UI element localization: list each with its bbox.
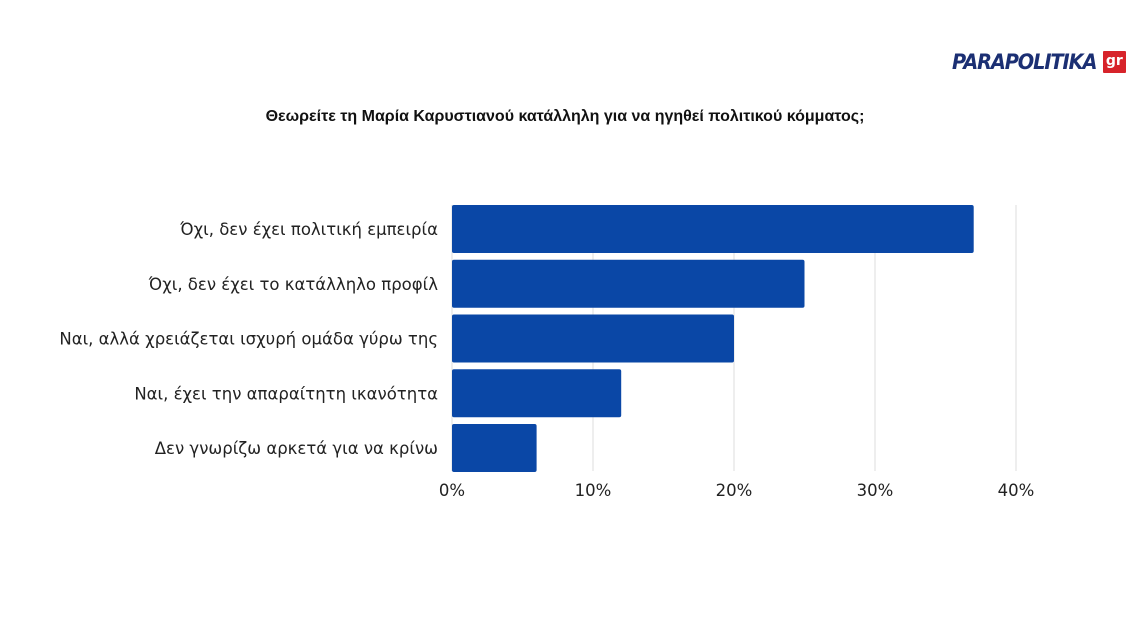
bar [452, 424, 537, 472]
bar [452, 369, 622, 418]
bar [452, 259, 805, 308]
category-label: Ναι, έχει την απαραίτητη ικανότητα [134, 384, 438, 403]
logo-suffix-badge: gr [1102, 51, 1126, 73]
x-tick-label: 30% [857, 481, 894, 500]
category-label: Ναι, αλλά χρειάζεται ισχυρή ομάδα γύρω τ… [59, 330, 438, 349]
x-tick-label: 0% [439, 481, 465, 500]
category-label: Δεν γνωρίζω αρκετά για να κρίνω [155, 439, 438, 458]
logo-wordmark: PARAPOLITIKA [952, 50, 1097, 74]
chart-title: Θεωρείτε τη Μαρία Καρυστιανού κατάλληλη … [265, 108, 865, 125]
bar [452, 314, 734, 363]
x-tick-label: 40% [998, 481, 1035, 500]
category-label: Όχι, δεν έχει πολιτική εμπειρία [179, 220, 438, 239]
logo: PARAPOLITIKA gr [952, 48, 1126, 76]
x-tick-label: 20% [716, 481, 753, 500]
x-tick-label: 10% [575, 481, 612, 500]
bar [452, 205, 974, 253]
category-label: Όχι, δεν έχει το κατάλληλο προφίλ [148, 275, 438, 294]
